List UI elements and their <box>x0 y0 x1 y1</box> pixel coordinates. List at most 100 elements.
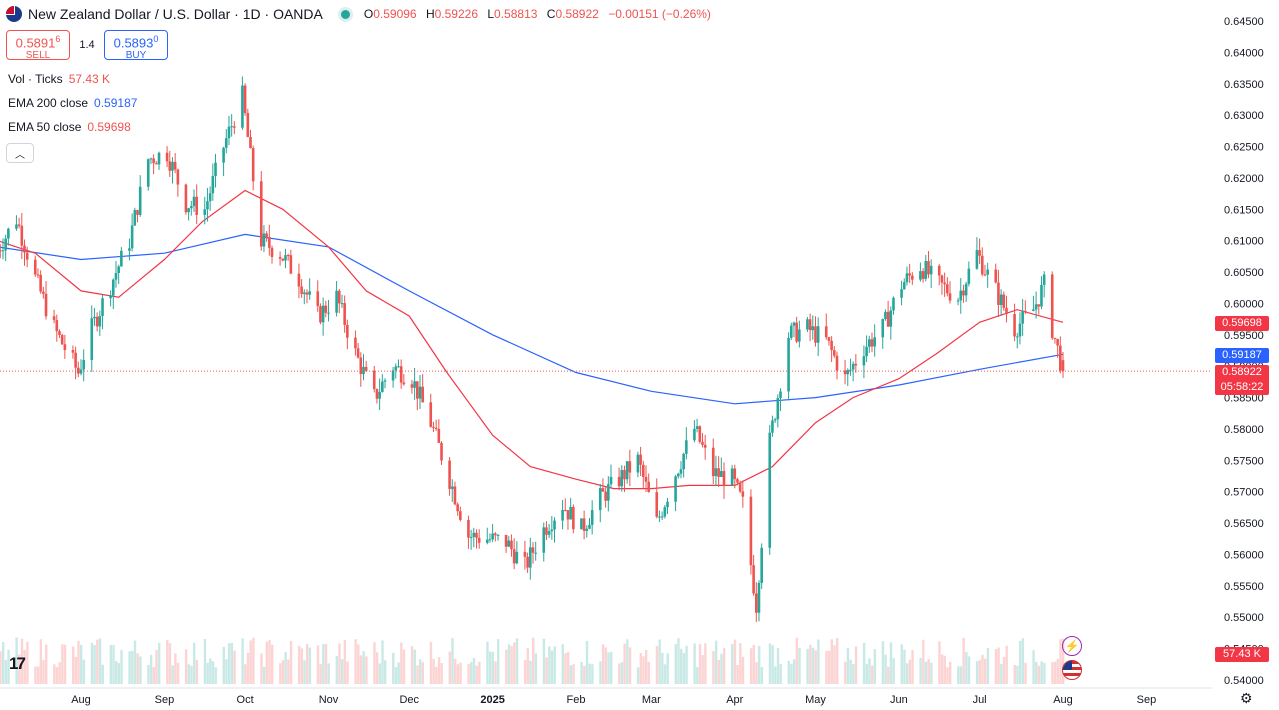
volume-bar <box>873 649 877 684</box>
candle-body <box>628 461 632 473</box>
volume-bar <box>978 660 981 684</box>
candle-body <box>421 386 424 403</box>
volume-bar <box>862 642 866 684</box>
candle-body <box>754 593 758 613</box>
volume-bar <box>416 665 419 684</box>
candle-body <box>1040 284 1043 307</box>
volume-bar <box>45 644 48 684</box>
volume-bar <box>4 659 8 684</box>
buy-button[interactable]: 0.58930 BUY <box>104 30 168 61</box>
volume-bar <box>36 666 40 684</box>
volume-bar <box>943 655 947 684</box>
y-tick-label: 0.64500 <box>1224 16 1264 28</box>
volume-bar <box>884 654 887 684</box>
candle-body <box>95 316 99 327</box>
candle-body <box>195 196 198 215</box>
candle-body <box>1034 304 1038 310</box>
tradingview-logo[interactable]: 17 <box>9 654 26 673</box>
candle-body <box>324 305 328 313</box>
candle-body <box>165 152 169 162</box>
volume-bar <box>421 662 425 684</box>
candle-body <box>1005 307 1008 315</box>
candle-body <box>983 274 987 276</box>
volume-bar <box>588 663 591 684</box>
candle-body <box>908 273 911 276</box>
candle-body <box>394 366 398 371</box>
candle-body <box>440 442 443 461</box>
volume-bar <box>440 663 443 684</box>
candle-body <box>620 469 624 487</box>
market-status-icon[interactable] <box>340 9 350 19</box>
candle-body <box>528 547 532 568</box>
volume-bar <box>900 644 903 684</box>
candle-body <box>865 346 868 357</box>
volume-bar <box>55 667 59 684</box>
candle-body <box>685 440 688 454</box>
candle-body <box>383 380 387 382</box>
volume-bar <box>698 644 702 684</box>
volume-bar <box>642 656 645 684</box>
volume-bar <box>343 640 347 684</box>
volume-bar <box>459 662 462 684</box>
volume-bar <box>1018 640 1022 684</box>
candle-body <box>335 290 338 313</box>
legend-ema200-value: 0.59187 <box>94 96 138 110</box>
volume-bar <box>741 656 745 684</box>
volume-bar <box>940 654 944 684</box>
ema-50-close-line <box>0 189 1064 490</box>
sell-button[interactable]: 0.58916 SELL <box>6 30 70 61</box>
volume-bar <box>811 647 815 684</box>
volume-bar <box>768 643 772 684</box>
volume-bar <box>946 667 949 684</box>
volume-bar <box>924 661 928 684</box>
legend-volume[interactable]: Vol · Ticks 57.43 K <box>8 72 110 86</box>
volume-bar <box>365 656 368 684</box>
volume-bar <box>244 664 247 684</box>
volume-bar <box>34 666 37 684</box>
candle-body <box>919 271 922 280</box>
volume-bar <box>472 658 476 684</box>
lightning-icon[interactable]: ⚡ <box>1062 636 1082 656</box>
candle-body <box>93 316 96 319</box>
candle-body <box>340 303 344 305</box>
candle-body <box>811 326 815 331</box>
candle-body <box>184 184 188 213</box>
volume-bar <box>1059 639 1062 684</box>
candle-body <box>693 428 696 441</box>
volume-bar <box>515 638 519 684</box>
candle-body <box>849 369 852 371</box>
volume-bar <box>432 659 435 684</box>
volume-bar <box>553 646 556 684</box>
symbol-title[interactable]: New Zealand Dollar / U.S. Dollar · 1D · … <box>28 6 323 22</box>
candle-body <box>82 359 85 370</box>
candle-body <box>787 337 790 392</box>
candle-body <box>453 486 457 505</box>
candle-body <box>660 516 664 518</box>
candle-body <box>512 549 516 564</box>
settings-gear-icon[interactable]: ⚙ <box>1240 690 1253 706</box>
candle-body <box>265 233 268 237</box>
volume-bar <box>491 651 495 684</box>
candle-body <box>585 528 589 531</box>
legend-ema200[interactable]: EMA 200 close 0.59187 <box>8 96 137 110</box>
ema200-price-badge: 0.59187 <box>1215 348 1269 363</box>
candle-body <box>410 384 414 388</box>
candle-body <box>752 565 755 594</box>
collapse-legend-button[interactable]: ︿ <box>6 143 34 163</box>
volume-bar <box>166 640 169 684</box>
candle-body <box>63 344 67 350</box>
x-tick-label: Apr <box>726 694 743 706</box>
candle-body <box>835 355 839 371</box>
volume-bar <box>222 646 225 684</box>
legend-ema50[interactable]: EMA 50 close 0.59698 <box>8 120 131 134</box>
volume-bar <box>919 657 922 684</box>
volume-bar <box>1037 665 1041 684</box>
volume-bar <box>346 661 349 684</box>
volume-bar <box>241 638 244 684</box>
candle-body <box>830 340 833 351</box>
us-flag-icon[interactable] <box>1062 660 1082 680</box>
volume-bar <box>486 641 489 684</box>
volume-bar <box>693 643 696 684</box>
volume-bar <box>965 651 968 684</box>
